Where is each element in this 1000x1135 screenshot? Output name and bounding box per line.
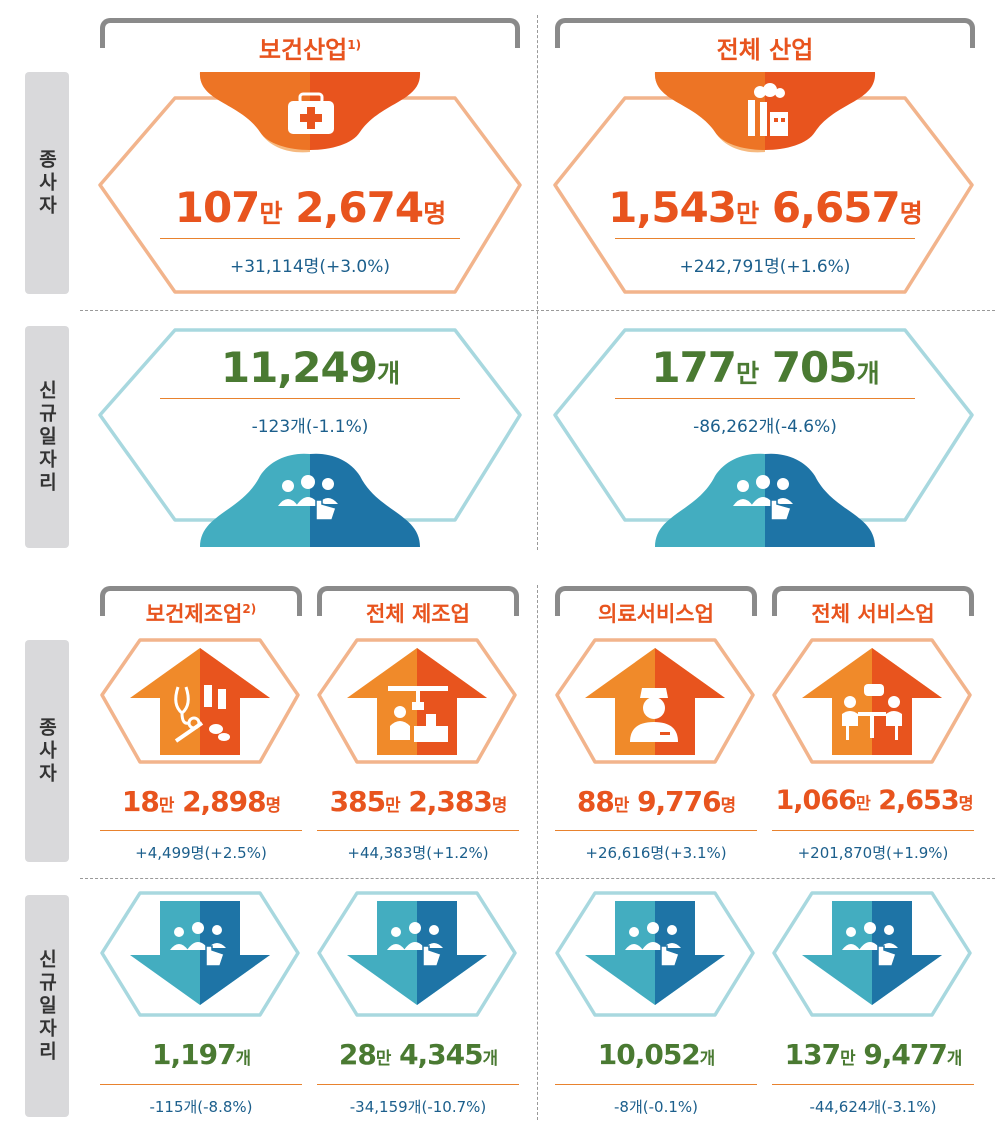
underline — [317, 1084, 519, 1085]
service-people-icon — [842, 684, 902, 740]
medical-svc-workers-change: +26,616명(+3.1%) — [585, 844, 727, 862]
underline — [555, 830, 757, 831]
sidebar-jobs-top: 신규일자리 — [25, 326, 69, 548]
divider-vertical-bottom — [537, 585, 538, 1120]
underline — [100, 830, 302, 831]
all-workers-change: +242,791명(+1.6%) — [679, 257, 851, 277]
underline — [772, 830, 974, 831]
underline — [555, 1084, 757, 1085]
header-all-svc: 전체 서비스업 — [811, 602, 935, 626]
people-hand-icon — [625, 922, 681, 967]
all-mfg-jobs-total: 28만 4,345개 — [338, 1038, 498, 1071]
health-mfg-workers-change: +4,499명(+2.5%) — [135, 844, 267, 862]
health-workers-change: +31,114명(+3.0%) — [229, 257, 391, 277]
bracket-all-mfg — [317, 586, 519, 616]
sidebar-label: 종사자 — [35, 716, 58, 786]
underline — [160, 238, 460, 239]
divider-horizontal-bottom — [80, 878, 995, 879]
sidebar-workers-bottom: 종사자 — [25, 640, 69, 862]
factory-icon — [748, 83, 788, 136]
sidebar-label: 신규일자리 — [35, 379, 58, 495]
medical-svc-jobs-total: 10,052개 — [597, 1038, 716, 1071]
all-svc-workers-total: 1,066만 2,653명 — [775, 785, 973, 816]
all-mfg-jobs-change: -34,159개(-10.7%) — [349, 1098, 487, 1116]
people-hand-icon — [842, 922, 898, 967]
bracket-all — [555, 18, 975, 48]
medical-svc-workers-total: 88만 9,776명 — [576, 785, 736, 818]
nurse-icon — [630, 688, 678, 742]
people-hand-icon — [733, 475, 793, 521]
underline — [160, 398, 460, 399]
bracket-medical-svc — [555, 586, 757, 616]
people-hand-icon — [278, 475, 338, 521]
medical-svc-jobs-change: -8개(-0.1%) — [614, 1098, 698, 1116]
all-mfg-workers-total: 385만 2,383명 — [329, 785, 508, 818]
all-jobs-change: -86,262개(-4.6%) — [693, 417, 837, 437]
header-all-mfg: 전체 제조업 — [366, 602, 470, 626]
underline — [100, 1084, 302, 1085]
underline — [615, 398, 915, 399]
health-mfg-jobs-change: -115개(-8.8%) — [149, 1098, 253, 1116]
health-mfg-workers-total: 18만 2,898명 — [121, 785, 281, 818]
all-svc-jobs-change: -44,624개(-3.1%) — [809, 1098, 937, 1116]
header-all-industry: 전체 산업 — [716, 36, 814, 64]
all-svc-workers-change: +201,870명(+1.9%) — [797, 844, 949, 862]
bracket-health — [100, 18, 520, 48]
divider-horizontal-top — [80, 310, 995, 311]
bracket-all-svc — [772, 586, 974, 616]
health-jobs-change: -123개(-1.1%) — [251, 417, 369, 437]
factory-worker-icon — [388, 686, 448, 742]
bracket-health-mfg — [100, 586, 302, 616]
health-workers-total: 107만 2,674명 — [174, 183, 447, 232]
health-mfg-jobs-total: 1,197개 — [151, 1038, 251, 1071]
header-health-industry: 보건산업1) — [258, 36, 362, 64]
sidebar-label: 종사자 — [35, 148, 58, 218]
sidebar-label: 신규일자리 — [35, 948, 58, 1064]
medical-equipment-icon — [174, 685, 230, 743]
all-svc-jobs-total: 137만 9,477개 — [784, 1038, 963, 1071]
all-mfg-workers-change: +44,383명(+1.2%) — [347, 844, 489, 862]
people-hand-icon — [387, 922, 443, 967]
underline — [615, 238, 915, 239]
banner-health-jobs — [200, 453, 420, 547]
all-workers-total: 1,543만 6,657명 — [608, 183, 923, 232]
sidebar-workers-top: 종사자 — [25, 72, 69, 294]
people-hand-icon — [170, 922, 226, 967]
first-aid-kit-icon — [288, 92, 334, 134]
header-health-mfg: 보건제조업2) — [145, 602, 257, 626]
banner-all-jobs — [655, 453, 875, 547]
header-medical-svc: 의료서비스업 — [598, 602, 714, 626]
underline — [772, 1084, 974, 1085]
health-jobs-total: 11,249개 — [220, 343, 400, 392]
all-jobs-total: 177만 705개 — [651, 343, 879, 392]
sidebar-jobs-bottom: 신규일자리 — [25, 895, 69, 1117]
divider-vertical-top — [537, 15, 538, 550]
underline — [317, 830, 519, 831]
